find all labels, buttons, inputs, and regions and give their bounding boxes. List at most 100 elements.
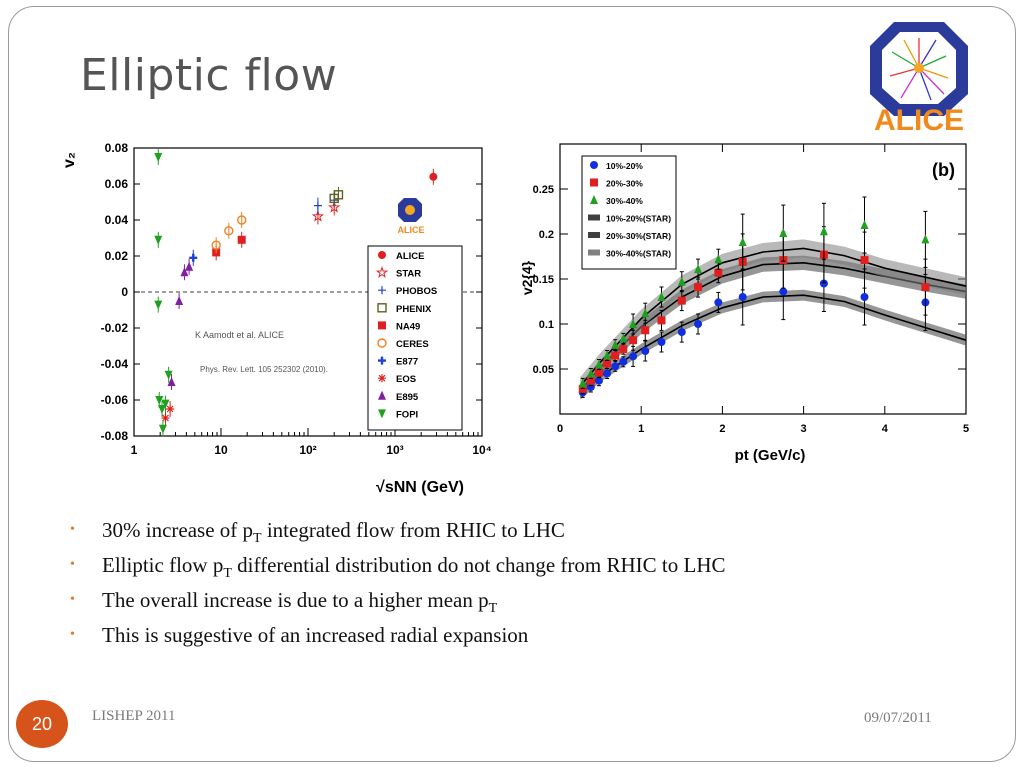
right-chart-xtick-label: 1 [638, 423, 644, 435]
right-chart-legend-marker [590, 195, 598, 204]
left-chart-point [180, 267, 189, 277]
right-chart-point [619, 333, 628, 343]
right-chart-star-band [580, 289, 966, 400]
right-chart-ytick-label: 0.25 [533, 184, 554, 196]
left-chart-ytick-label: -0.04 [101, 357, 129, 371]
right-chart-point [714, 298, 723, 307]
left-chart-point [237, 215, 247, 225]
right-chart-point [921, 283, 930, 292]
right-chart-legend-label: 20%-30%(STAR) [606, 231, 671, 241]
left-chart-point [211, 240, 221, 250]
left-chart-marks [154, 149, 438, 437]
right-chart-point [819, 279, 828, 288]
left-chart-ytick-label: -0.02 [101, 321, 129, 335]
right-chart-point [714, 254, 723, 264]
left-chart-legend-label: PHENIX [396, 304, 432, 315]
right-chart-point [611, 351, 620, 360]
right-chart-ytick-label: 0.2 [539, 229, 554, 241]
right-chart-point [603, 350, 612, 360]
right-chart-panel-label: (b) [932, 160, 955, 180]
right-chart-point [657, 316, 666, 325]
right-chart-legend: 10%-20% 20%-30% 30%-40% 10%-20%(STAR) 20%-30… [581, 155, 677, 270]
left-chart-annotation-2: Phys. Rev. Lett. 105 252302 (2010). [200, 365, 328, 374]
right-chart-point [694, 320, 703, 328]
bullet-text: The overall increase is due to a higher … [102, 588, 498, 616]
right-chart-point [860, 256, 869, 265]
left-chart-annotation-1: K Aamodt et al. ALICE [195, 330, 284, 340]
left-chart-axes: 0.08 0.06 0.04 0.02 0 -0.02 -0.04 -0.06 -0.081 10… [101, 141, 492, 457]
left-chart-legend-marker [375, 266, 389, 278]
right-chart-point [603, 369, 612, 378]
left-chart-point [164, 370, 173, 380]
left-chart-legend-label: NA49 [396, 321, 420, 332]
left-chart-xtick-label: 1 [131, 443, 138, 457]
right-chart-xtick-label: 0 [557, 423, 563, 435]
bullet-list: • 30% increase of pT integrated flow from… [70, 515, 970, 655]
right-chart-point [629, 319, 638, 328]
right-chart-point [694, 283, 703, 292]
right-chart-xlabel: pt (GeV/c) [735, 447, 806, 464]
left-chart-legend-label: CERES [396, 339, 429, 350]
left-chart-point [313, 201, 322, 210]
right-chart-xtick-label: 4 [882, 423, 889, 435]
right-chart-ylabel: v2{4} [520, 260, 535, 295]
left-chart-xtick-label: 10⁴ [472, 443, 491, 457]
page-number-badge: 20 [16, 700, 68, 748]
right-chart-curve [579, 247, 967, 387]
right-chart-point [819, 226, 828, 236]
left-chart-xtick-label: 10² [299, 443, 316, 457]
left-chart-legend-label: STAR [396, 269, 421, 280]
bullet-item: • This is suggestive of an increased radi… [70, 620, 970, 655]
left-chart-point [158, 405, 167, 414]
right-chart-point [694, 264, 703, 274]
alice-logo: ALICE [870, 22, 968, 136]
right-chart-point [619, 345, 628, 354]
left-chart-point [333, 190, 344, 200]
left-chart-xtick-label: 10³ [386, 443, 403, 457]
bullet-item: • 30% increase of pT integrated flow from… [70, 515, 970, 550]
bullet-text: 30% increase of pT integrated flow from … [102, 518, 565, 546]
left-chart-point [185, 261, 194, 271]
left-chart-point [161, 399, 170, 409]
bullet-dot: • [70, 592, 75, 607]
right-chart-point [594, 359, 603, 369]
right-chart-legend-marker [590, 161, 598, 169]
left-chart-legend-marker [377, 338, 387, 348]
right-chart-xtick-label: 2 [719, 423, 725, 435]
left-chart-legend-label: ALICE [396, 251, 425, 262]
left-chart-xlabel: √sNN (GeV) [376, 479, 464, 496]
bullet-dot: • [70, 627, 75, 642]
right-chart-point [611, 339, 620, 349]
bullet-item: • The overall increase is due to a higher… [70, 585, 970, 620]
left-chart-ytick-label: 0.02 [105, 249, 129, 263]
right-chart-legend-marker [590, 178, 598, 187]
right-chart-point [921, 234, 930, 244]
right-chart-point [594, 376, 603, 385]
right-chart-bands [579, 239, 967, 400]
left-chart-legend-label: PHOBOS [396, 286, 437, 297]
left-chart-legend-label: E895 [396, 392, 419, 403]
left-chart-point [167, 377, 176, 386]
footer-conference: LISHEP 2011 [92, 708, 176, 724]
left-chart-legend-label: E877 [396, 357, 418, 368]
left-chart-ytick-label: 0.08 [105, 141, 129, 155]
left-chart-ytick-label: 0 [121, 285, 128, 299]
chart-v2-vs-pt: 0.05 0.1 0.15 0.2 0.25 0 1 2 3 4 5 10%-20% 20%-30% 3… [520, 143, 969, 464]
left-chart-point [189, 253, 198, 262]
right-chart-point [603, 359, 612, 368]
right-chart-point [629, 336, 638, 345]
right-chart-legend-marker [588, 249, 600, 256]
bullet-text: This is suggestive of an increased radia… [102, 623, 529, 647]
right-chart-point [657, 338, 666, 346]
left-chart-legend-marker [378, 286, 386, 295]
right-chart-point [619, 357, 628, 366]
left-chart-point [166, 405, 175, 413]
left-chart-point [161, 414, 170, 422]
right-chart-point [578, 378, 587, 388]
right-chart-point [860, 220, 869, 229]
left-chart-point [155, 396, 164, 405]
right-chart-point [677, 276, 686, 286]
right-chart-point [738, 237, 747, 247]
right-chart-point [677, 296, 686, 305]
left-chart-point [327, 200, 341, 213]
